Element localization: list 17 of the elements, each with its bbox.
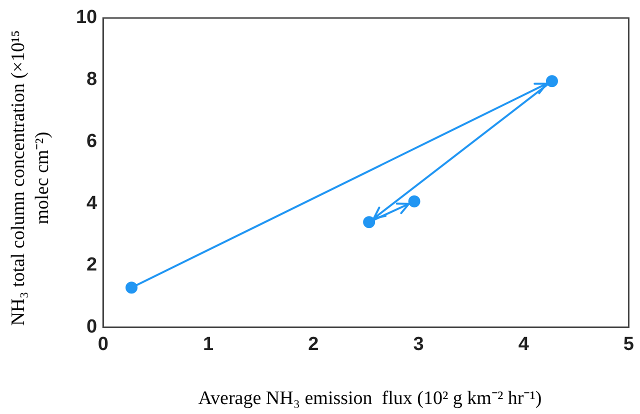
y-tick-label: 0 [86,316,98,338]
y-tick-label: 4 [86,192,98,214]
y-axis-title: NH₃ total column concentration (×10¹⁵ molec cm⁻²) [7,29,54,328]
point [408,195,420,208]
y-tick-label: 8 [86,69,98,90]
x-axis-title: Average NH₃ emission flux (10² g km⁻² hr⁻¹) [197,387,543,410]
x-tick-label: 1 [202,334,214,355]
point [126,282,138,294]
y-tick-label: 6 [86,130,98,152]
y-tick-label: 2 [86,254,98,276]
x-tick-label: 3 [413,334,424,355]
point [546,75,558,88]
x-tick-label: 5 [623,334,634,355]
y-tick-label: 10 [76,7,98,28]
x-tick-label: 2 [308,334,319,355]
point [363,216,376,228]
x-tick-label: 4 [518,334,530,355]
